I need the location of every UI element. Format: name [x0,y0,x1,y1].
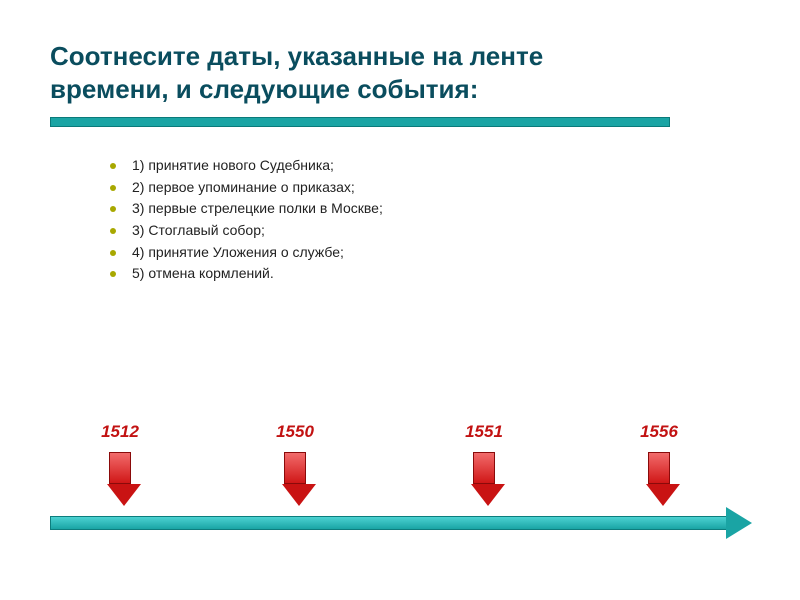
event-item: 3) первые стрелецкие полки в Москве; [110,198,750,220]
timeline: 1512 1550 1551 1556 [50,422,750,530]
title-line-1: Соотнесите даты, указанные на ленте [50,41,543,71]
timeline-bar [50,516,750,530]
timeline-year: 1512 [101,422,139,442]
timeline-bar-head-icon [726,507,752,539]
title-line-2: времени, и следующие события: [50,74,478,104]
timeline-year: 1550 [276,422,314,442]
down-arrow-icon [107,452,133,506]
event-item: 5) отмена кормлений. [110,263,750,285]
down-arrow-icon [646,452,672,506]
events-list: 1) принятие нового Судебника; 2) первое … [110,155,750,285]
arrows-row [50,452,750,514]
title-underline [50,117,670,127]
down-arrow-icon [282,452,308,506]
event-item: 1) принятие нового Судебника; [110,155,750,177]
years-row: 1512 1550 1551 1556 [50,422,750,446]
timeline-year: 1551 [465,422,503,442]
timeline-year: 1556 [640,422,678,442]
down-arrow-icon [471,452,497,506]
event-item: 3) Стоглавый собор; [110,220,750,242]
slide-title: Соотнесите даты, указанные на ленте врем… [50,40,750,105]
event-item: 4) принятие Уложения о службе; [110,242,750,264]
event-item: 2) первое упоминание о приказах; [110,177,750,199]
timeline-bar-body [50,516,728,530]
